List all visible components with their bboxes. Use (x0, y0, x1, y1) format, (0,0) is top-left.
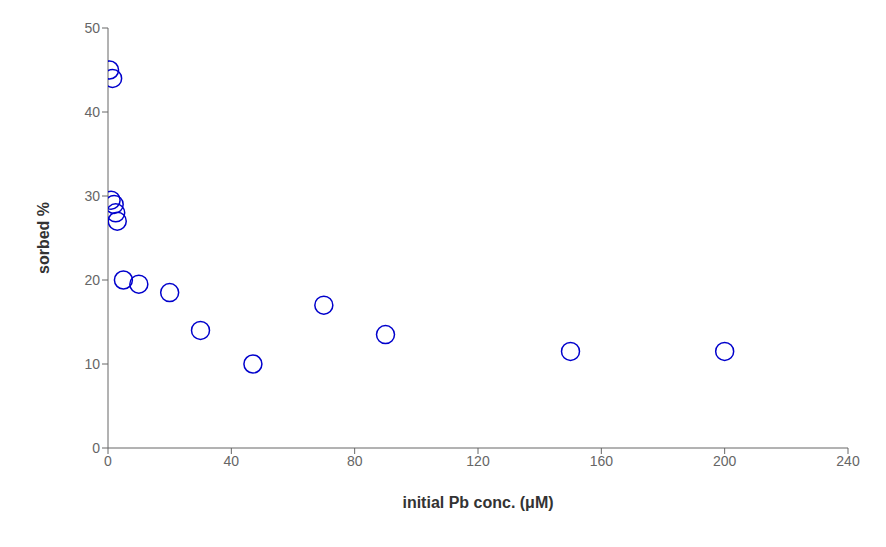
svg-text:40: 40 (224, 453, 240, 469)
svg-text:50: 50 (84, 20, 100, 36)
svg-text:40: 40 (84, 104, 100, 120)
svg-text:0: 0 (104, 453, 112, 469)
svg-text:120: 120 (466, 453, 490, 469)
svg-text:200: 200 (713, 453, 737, 469)
svg-text:initial Pb conc. (μM): initial Pb conc. (μM) (402, 494, 553, 511)
svg-text:20: 20 (84, 272, 100, 288)
svg-text:30: 30 (84, 188, 100, 204)
svg-text:80: 80 (347, 453, 363, 469)
svg-text:240: 240 (836, 453, 860, 469)
svg-text:10: 10 (84, 356, 100, 372)
svg-text:160: 160 (590, 453, 614, 469)
svg-text:sorbed %: sorbed % (35, 202, 52, 274)
svg-text:0: 0 (92, 440, 100, 456)
